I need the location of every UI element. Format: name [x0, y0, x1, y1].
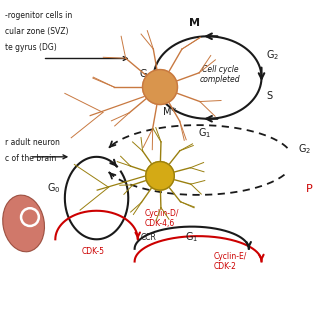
- Text: CDK-5: CDK-5: [82, 247, 105, 256]
- Text: r adult neuron: r adult neuron: [4, 138, 60, 147]
- Circle shape: [146, 162, 174, 190]
- Text: CCR: CCR: [141, 233, 157, 242]
- Text: G$_1$: G$_1$: [185, 230, 198, 244]
- Ellipse shape: [3, 195, 44, 252]
- Text: Cyclin-D/
CDK-4,6: Cyclin-D/ CDK-4,6: [144, 209, 179, 228]
- Text: G$_1$: G$_1$: [198, 127, 211, 140]
- Text: Cell cycle
completed: Cell cycle completed: [200, 65, 241, 84]
- Text: G$_2$: G$_2$: [298, 143, 311, 156]
- Text: c of the brain: c of the brain: [4, 154, 56, 163]
- Text: G$_2$: G$_2$: [266, 48, 279, 62]
- Text: M*: M*: [163, 107, 176, 117]
- Text: cular zone (SVZ): cular zone (SVZ): [4, 27, 68, 36]
- Text: -rogenitor cells in: -rogenitor cells in: [4, 11, 72, 20]
- Text: M: M: [189, 18, 200, 28]
- Text: Cyclin-E/
CDK-2: Cyclin-E/ CDK-2: [214, 252, 247, 271]
- Text: P: P: [306, 184, 312, 194]
- Circle shape: [142, 69, 178, 105]
- Text: te gyrus (DG): te gyrus (DG): [4, 43, 56, 52]
- Text: S: S: [266, 91, 272, 101]
- Text: G$_0$: G$_0$: [139, 68, 152, 81]
- Text: G$_0$: G$_0$: [46, 182, 60, 196]
